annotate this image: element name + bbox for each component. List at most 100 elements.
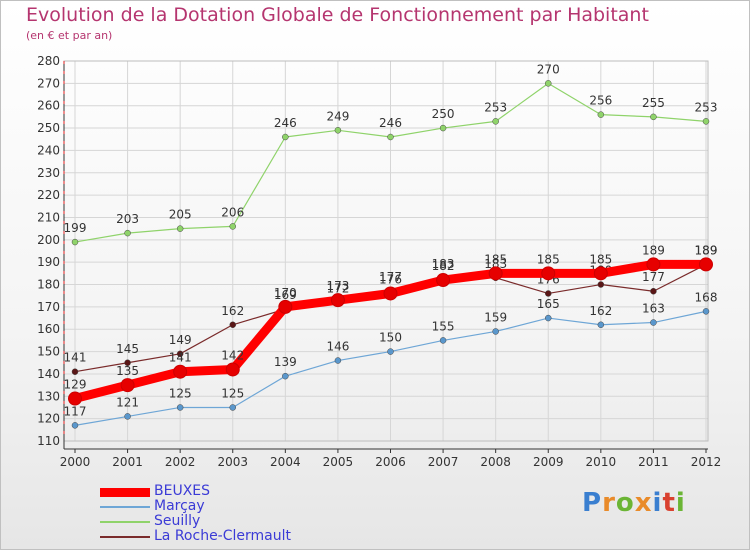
legend-label-la-roche-clermault: La Roche-Clermault: [154, 528, 291, 544]
data-point: [282, 133, 289, 141]
data-label: 189: [642, 243, 665, 257]
data-label: 185: [537, 252, 560, 266]
data-label: 256: [589, 94, 612, 108]
y-tick-label: 260: [37, 99, 60, 113]
data-point: [545, 80, 552, 87]
data-label: 141: [169, 351, 192, 365]
data-label: 129: [64, 378, 87, 392]
data-point: [334, 127, 342, 134]
data-label: 172: [326, 281, 349, 295]
data-point: [282, 372, 289, 380]
y-tick-label: 210: [37, 210, 60, 224]
x-tick-label: 2005: [323, 455, 354, 469]
data-label: 121: [116, 395, 139, 409]
logo-letter: t: [662, 488, 676, 518]
data-label: 270: [537, 62, 560, 76]
y-tick-label: 120: [37, 412, 60, 426]
data-label: 206: [221, 205, 244, 219]
data-label: 246: [274, 116, 297, 130]
data-label: 149: [169, 333, 192, 347]
data-point: [488, 266, 503, 281]
data-label: 249: [326, 109, 349, 123]
logo-letter: P: [582, 488, 603, 518]
data-label: 183: [432, 257, 455, 271]
data-label: 173: [326, 279, 349, 293]
y-tick-label: 130: [37, 389, 60, 403]
data-point: [71, 238, 79, 246]
data-label: 253: [695, 100, 718, 114]
data-point: [330, 293, 345, 308]
x-tick-label: 2009: [533, 455, 564, 469]
data-label: 162: [589, 304, 612, 318]
logo-letter: i: [652, 488, 663, 518]
data-point: [173, 364, 188, 379]
x-tick-label: 2004: [270, 455, 301, 469]
legend-swatch-marcay: [100, 506, 150, 508]
x-tick-label: 2006: [375, 455, 406, 469]
data-label: 117: [64, 404, 87, 418]
legend-item-marcay: Marçay: [100, 498, 360, 516]
legend-swatch-la-roche-clermault: [100, 536, 150, 538]
y-tick-label: 110: [37, 434, 60, 448]
y-tick-label: 190: [37, 255, 60, 269]
data-point: [650, 319, 657, 326]
data-label: 168: [695, 290, 718, 304]
data-point: [646, 257, 661, 272]
data-label: 125: [169, 386, 192, 400]
data-label: 250: [432, 107, 455, 121]
data-point: [229, 223, 236, 230]
data-point: [71, 422, 79, 429]
logo-letter: i: [675, 488, 686, 518]
x-tick-label: 2001: [112, 455, 143, 469]
x-tick-label: 2010: [586, 455, 617, 469]
data-label: 150: [379, 331, 402, 345]
data-label: 142: [221, 348, 244, 362]
data-label: 185: [484, 252, 507, 266]
y-tick-label: 140: [37, 367, 60, 381]
proxiti-logo: Proxiti: [582, 488, 686, 518]
data-point: [334, 357, 342, 364]
data-point: [597, 111, 605, 118]
x-tick-label: 2007: [428, 455, 459, 469]
data-label: 205: [169, 208, 192, 222]
data-point: [650, 287, 657, 295]
data-label: 141: [64, 351, 87, 365]
x-tick-label: 2000: [60, 455, 91, 469]
data-point: [383, 286, 398, 301]
data-label: 125: [221, 386, 244, 400]
data-label: 177: [379, 270, 402, 284]
data-label: 176: [379, 272, 402, 286]
data-point: [229, 404, 236, 411]
y-tick-label: 150: [37, 345, 60, 359]
y-tick-label: 270: [37, 76, 60, 90]
legend-label-beuxes: BEUXES: [154, 483, 211, 499]
data-label: 199: [64, 221, 87, 235]
x-tick-label: 2011: [638, 455, 669, 469]
data-point: [387, 133, 394, 141]
data-point: [593, 266, 608, 281]
data-label: 255: [642, 96, 665, 110]
x-tick-label: 2008: [480, 455, 511, 469]
legend-item-seuilly: Seuilly: [100, 513, 360, 531]
data-point: [436, 273, 451, 288]
data-point: [597, 321, 605, 329]
legend-swatch-seuilly: [100, 521, 150, 523]
data-label: 159: [484, 310, 507, 324]
y-tick-label: 280: [37, 54, 60, 68]
chart-subtitle: (en € et par an): [26, 29, 113, 42]
data-label: 203: [116, 212, 139, 226]
logo-letter: o: [615, 488, 635, 518]
data-label: 246: [379, 116, 402, 130]
data-label: 189: [695, 243, 718, 257]
data-point: [124, 229, 131, 237]
data-point: [387, 348, 394, 355]
x-tick-label: 2012: [691, 455, 722, 469]
data-label: 162: [221, 304, 244, 318]
data-label: 145: [116, 342, 139, 356]
data-label: 253: [484, 100, 507, 114]
y-tick-label: 230: [37, 166, 60, 180]
legend-swatch-beuxes: [100, 488, 150, 497]
data-point: [120, 378, 135, 393]
